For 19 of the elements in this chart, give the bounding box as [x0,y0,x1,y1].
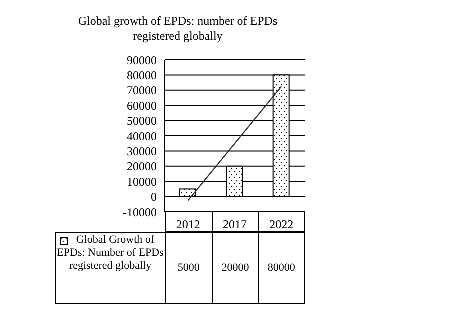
y-tick-label: 50000 [127,114,157,128]
y-tick-label: -10000 [123,205,157,220]
y-tick-label: 40000 [127,129,157,144]
y-tick-label: 10000 [127,174,157,189]
data-label: 5000 [165,232,212,304]
y-tick-label: 30000 [127,144,157,158]
y-tick-label: 20000 [127,160,157,174]
y-tick-label: 80000 [127,68,157,82]
x-tick-label: 2022 [270,218,294,232]
data-label: 80000 [258,232,305,304]
x-tick-label: 2012 [176,218,200,232]
chart-title: Global growth of EPDs: number of EPDs registered globally [78,14,278,44]
x-tick-label: 2017 [223,218,247,232]
data-label: 20000 [212,232,258,304]
y-tick-label: 90000 [127,53,157,68]
y-tick-label: 0 [151,190,157,204]
y-tick-label: 70000 [127,84,157,98]
y-tick-label: 60000 [127,98,157,113]
legend-label: Global Growth of EPDs: Number of EPDs registered globally [57,234,164,272]
